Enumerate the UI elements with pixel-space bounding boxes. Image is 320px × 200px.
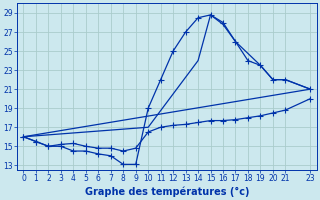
X-axis label: Graphe des températures (°c): Graphe des températures (°c)	[85, 186, 249, 197]
